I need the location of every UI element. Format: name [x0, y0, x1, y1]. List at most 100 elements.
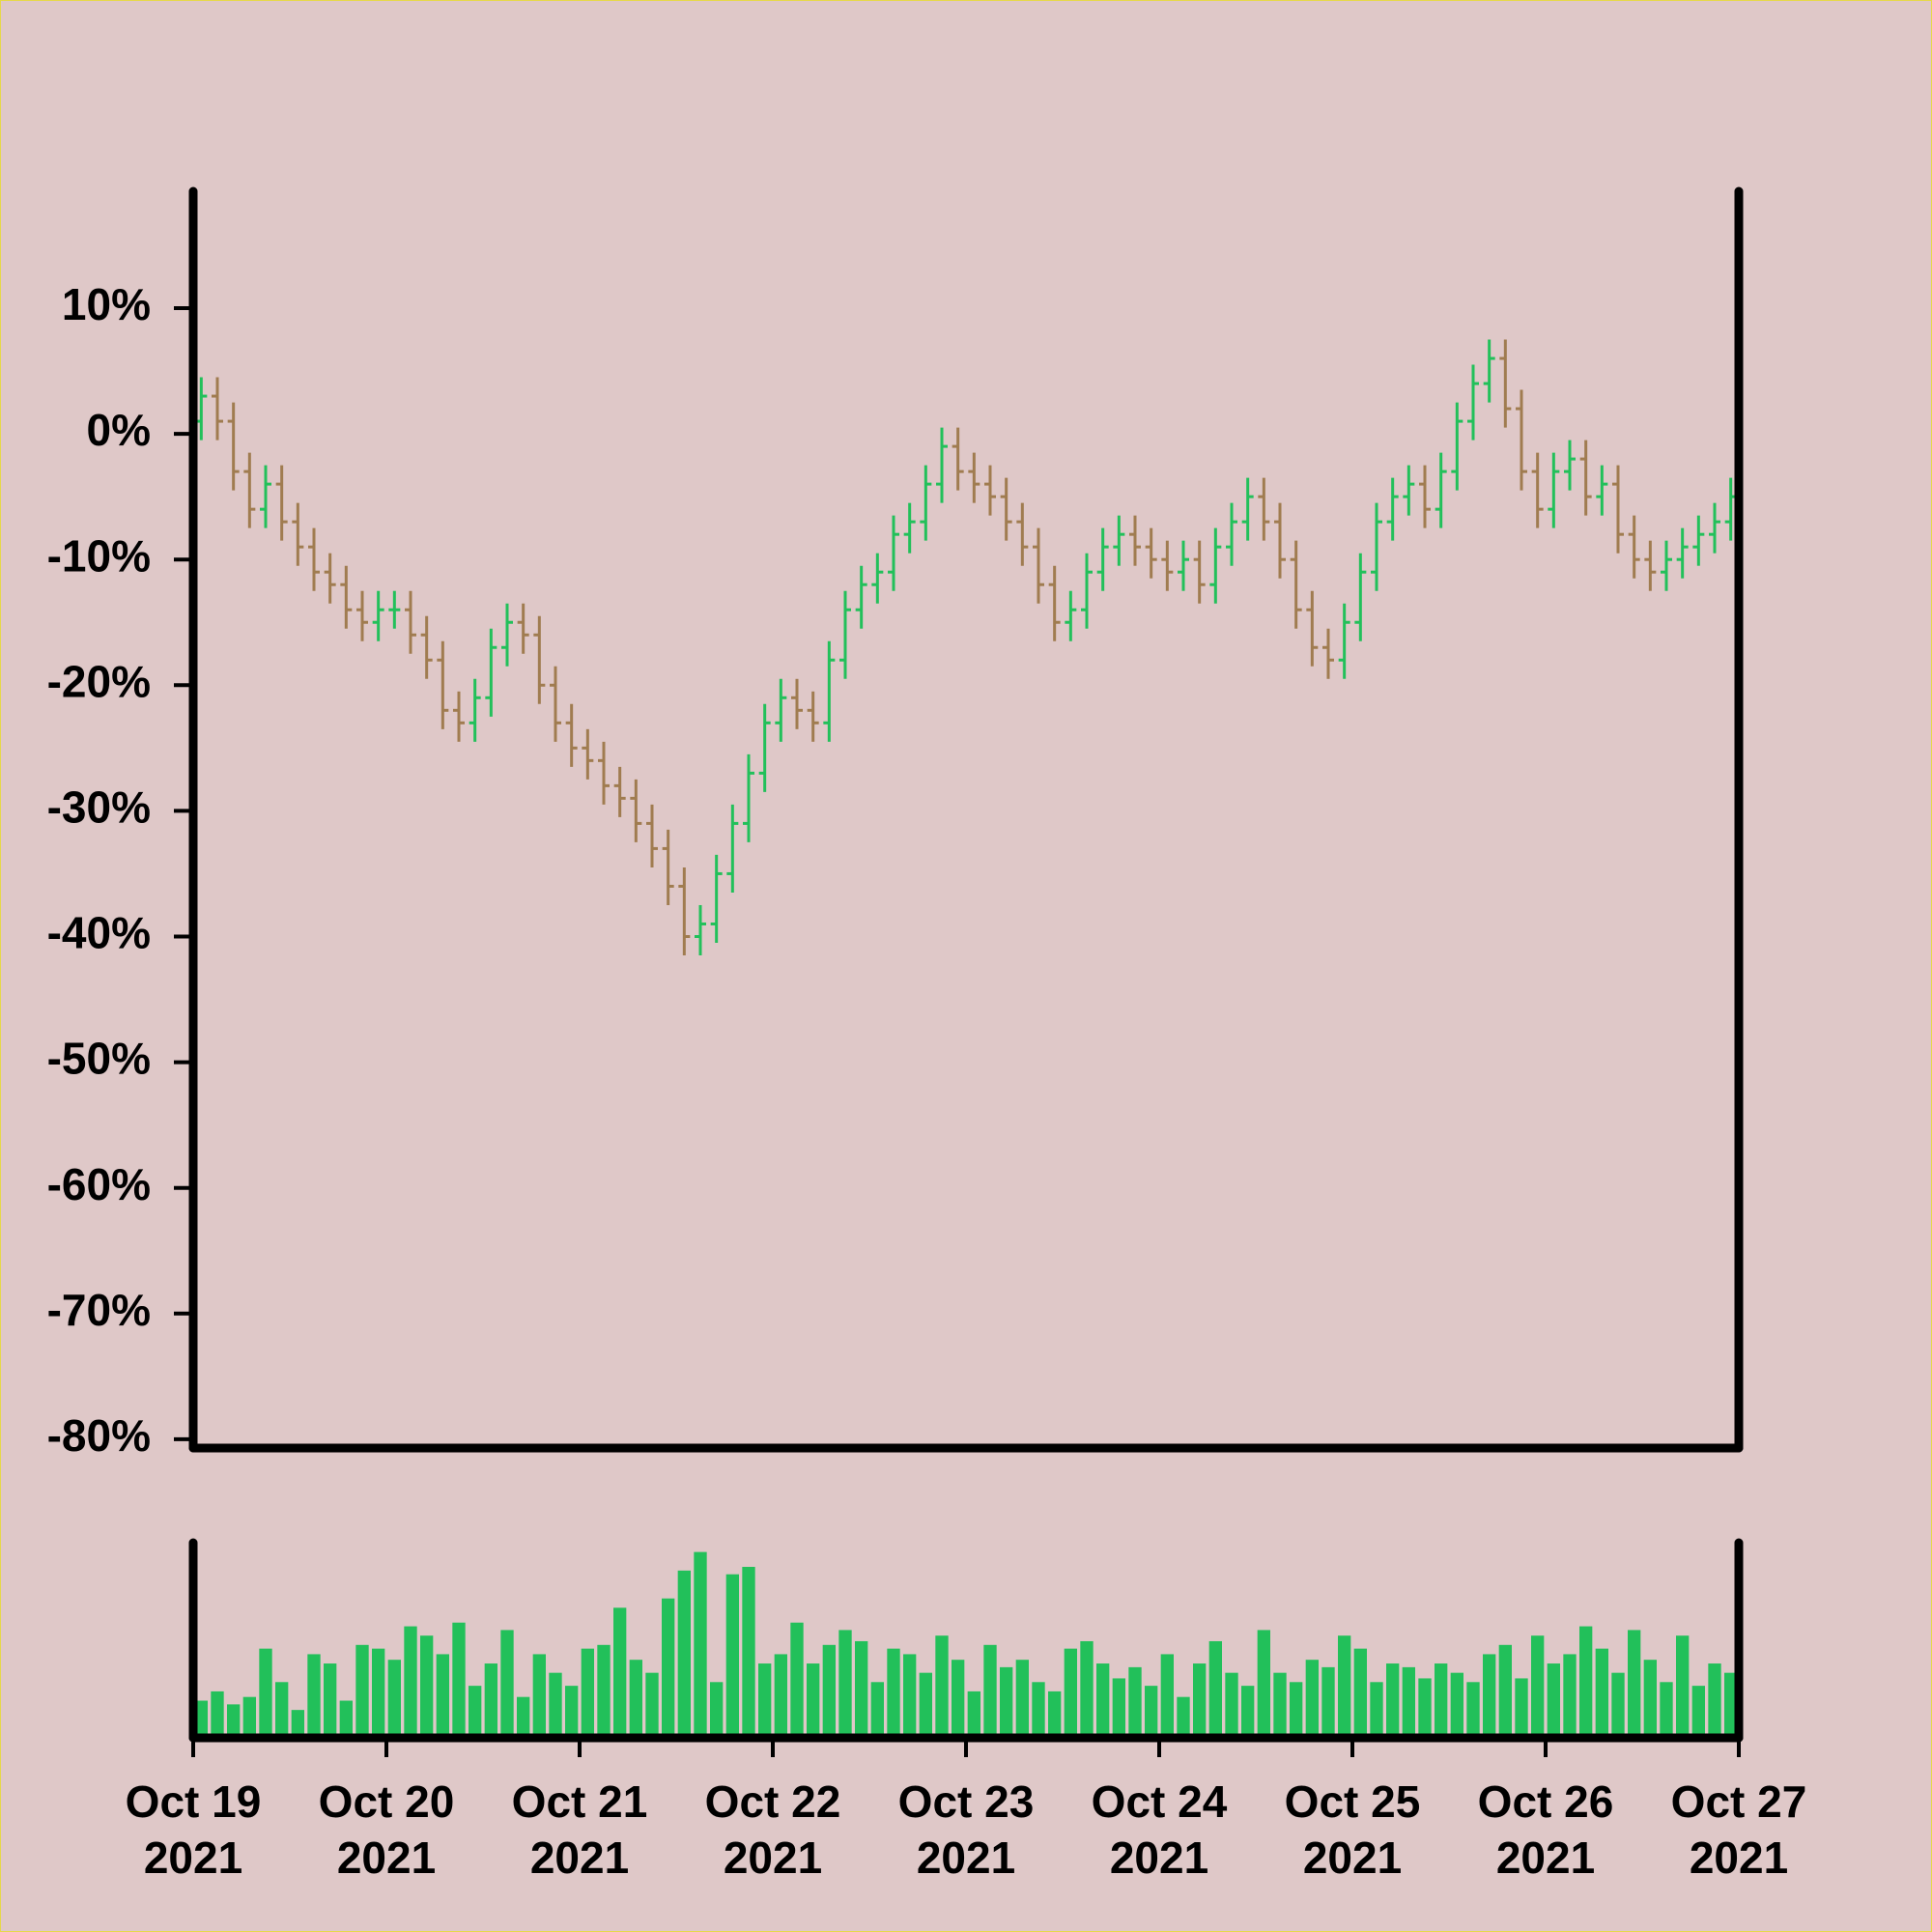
volume-bar [1160, 1654, 1174, 1738]
volume-bar [613, 1607, 627, 1738]
volume-bar [1112, 1678, 1125, 1738]
volume-bar [1628, 1630, 1641, 1738]
volume-bar [967, 1690, 980, 1738]
volume-bar [983, 1644, 997, 1738]
volume-bar [725, 1574, 739, 1738]
volume-bar [1064, 1648, 1077, 1738]
volume-bar [1611, 1672, 1625, 1738]
x-tick-label: Oct 25 2021 [1284, 1776, 1421, 1883]
y-tick-label: -10% [47, 530, 151, 581]
volume-bar [1193, 1663, 1207, 1738]
x-tick-label: Oct 24 2021 [1091, 1776, 1228, 1883]
volume-bar [790, 1622, 804, 1738]
volume-bar [838, 1630, 852, 1738]
volume-bar [339, 1700, 353, 1738]
volume-bar [1450, 1672, 1463, 1738]
volume-bar [1724, 1672, 1738, 1738]
volume-bar [1370, 1682, 1383, 1738]
y-tick-label: -50% [47, 1034, 151, 1084]
volume-bar [565, 1686, 579, 1738]
volume-bar [1579, 1626, 1593, 1738]
volume-bar [662, 1598, 675, 1738]
x-tick-label: Oct 27 2021 [1670, 1776, 1807, 1883]
volume-bar [1048, 1690, 1062, 1738]
x-tick-label: Oct 23 2021 [897, 1776, 1035, 1883]
volume-bar [500, 1630, 514, 1738]
volume-bar [1032, 1682, 1045, 1738]
x-tick-label: Oct 20 2021 [318, 1776, 455, 1883]
volume-bar [710, 1682, 724, 1738]
volume-bar [694, 1551, 707, 1738]
volume-bar [1257, 1630, 1270, 1738]
volume-bar [645, 1672, 659, 1738]
volume-bar [1435, 1663, 1448, 1738]
volume-bar [952, 1660, 965, 1738]
volume-bar [1515, 1678, 1528, 1738]
volume-bar [1305, 1660, 1319, 1738]
volume-bar [597, 1644, 611, 1738]
volume-bar [1660, 1682, 1673, 1738]
volume-bar [324, 1663, 337, 1738]
volume-bar [887, 1648, 900, 1738]
volume-bar [355, 1644, 369, 1738]
y-tick-label: 0% [87, 405, 151, 455]
volume-bar [387, 1660, 401, 1738]
volume-bar [1386, 1663, 1400, 1738]
volume-bar [452, 1622, 466, 1738]
volume-bar [532, 1654, 546, 1738]
y-tick-label: -70% [47, 1285, 151, 1335]
volume-bar [549, 1672, 562, 1738]
volume-bar [1708, 1663, 1721, 1738]
y-tick-label: -80% [47, 1410, 151, 1461]
volume-bar [1128, 1666, 1142, 1738]
volume-bar [629, 1660, 642, 1738]
volume-bar [259, 1648, 272, 1738]
volume-bar [1000, 1666, 1013, 1738]
volume-bar [1643, 1660, 1657, 1738]
volume-bar [855, 1640, 868, 1738]
volume-bar [1145, 1686, 1158, 1738]
y-tick-label: -60% [47, 1159, 151, 1209]
volume-bar [807, 1663, 820, 1738]
volume-bar [484, 1663, 497, 1738]
volume-bar [581, 1648, 594, 1738]
volume-bar [919, 1672, 932, 1738]
volume-bar [242, 1696, 256, 1738]
volume-bar [903, 1654, 917, 1738]
volume-bar [1338, 1635, 1351, 1738]
volume-bar [211, 1690, 224, 1738]
volume-bar [1547, 1663, 1560, 1738]
volume-bar [1080, 1640, 1094, 1738]
volume-bar [1691, 1686, 1705, 1738]
volume-bar [774, 1654, 787, 1738]
x-tick-label: Oct 26 2021 [1477, 1776, 1614, 1883]
x-tick-label: Oct 19 2021 [125, 1776, 262, 1883]
volume-bar [1563, 1654, 1577, 1738]
volume-bar [822, 1644, 836, 1738]
volume-bar [436, 1654, 449, 1738]
volume-bar [935, 1635, 949, 1738]
volume-bar [1466, 1682, 1480, 1738]
volume-bar [1273, 1672, 1287, 1738]
volume-bar [1015, 1660, 1029, 1738]
volume-bar [742, 1567, 755, 1738]
volume-bar [1290, 1682, 1303, 1738]
volume-bar [227, 1704, 241, 1738]
volume-bar [1208, 1640, 1222, 1738]
y-tick-label: -30% [47, 782, 151, 833]
volume-bar [677, 1570, 691, 1738]
volume-bar [307, 1654, 321, 1738]
y-tick-label: -40% [47, 908, 151, 958]
y-tick-label: 10% [62, 279, 151, 329]
volume-bar [291, 1710, 304, 1738]
volume-bar [1483, 1654, 1496, 1738]
volume-bar [1353, 1648, 1367, 1738]
volume-bar [1531, 1635, 1545, 1738]
volume-bar [469, 1686, 482, 1738]
x-tick-label: Oct 22 2021 [704, 1776, 841, 1883]
volume-bar [1498, 1644, 1512, 1738]
volume-bar [1177, 1696, 1190, 1738]
volume-bar [1225, 1672, 1238, 1738]
volume-bar [194, 1700, 208, 1738]
